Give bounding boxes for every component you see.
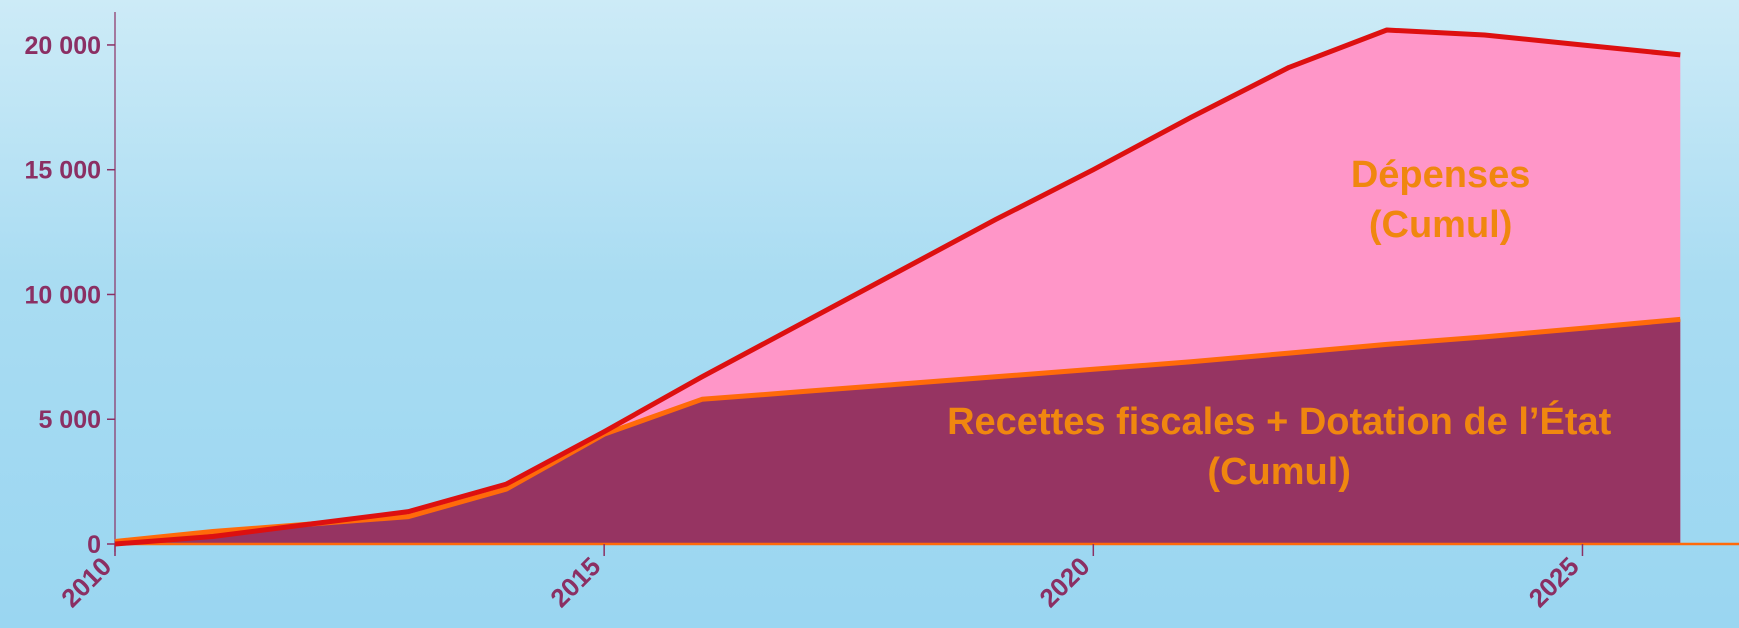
recettes-label-line: (Cumul) [1207, 451, 1351, 493]
depenses-label-line: Dépenses [1351, 154, 1531, 196]
y-tick-label: 10 000 [25, 281, 101, 309]
depenses-label: Dépenses (Cumul) [1351, 154, 1531, 246]
y-tick-label: 5 000 [38, 406, 101, 434]
line-layer [114, 27, 1681, 547]
depenses-line [114, 27, 1681, 547]
x-tick-label: 2010 [55, 551, 117, 613]
y-tick-label: 0 [87, 531, 101, 559]
x-tick-label: 2025 [1523, 551, 1585, 613]
recettes-area [115, 319, 1681, 544]
y-tick-label: 15 000 [25, 157, 101, 185]
x-tick-label: 2020 [1033, 551, 1095, 613]
x-tick-label: 2015 [544, 551, 606, 613]
recettes-label-line: Recettes fiscales + Dotation de l’État [947, 399, 1612, 443]
recettes-label: Recettes fiscales + Dotation de l’État (C… [947, 399, 1612, 493]
depenses-label-line: (Cumul) [1369, 204, 1513, 246]
label-layer: Dépenses (Cumul)Recettes fiscales + Dotat… [947, 154, 1612, 493]
area-layer [115, 30, 1681, 544]
recettes-line [114, 316, 1681, 544]
y-tick-label: 20 000 [25, 32, 101, 60]
